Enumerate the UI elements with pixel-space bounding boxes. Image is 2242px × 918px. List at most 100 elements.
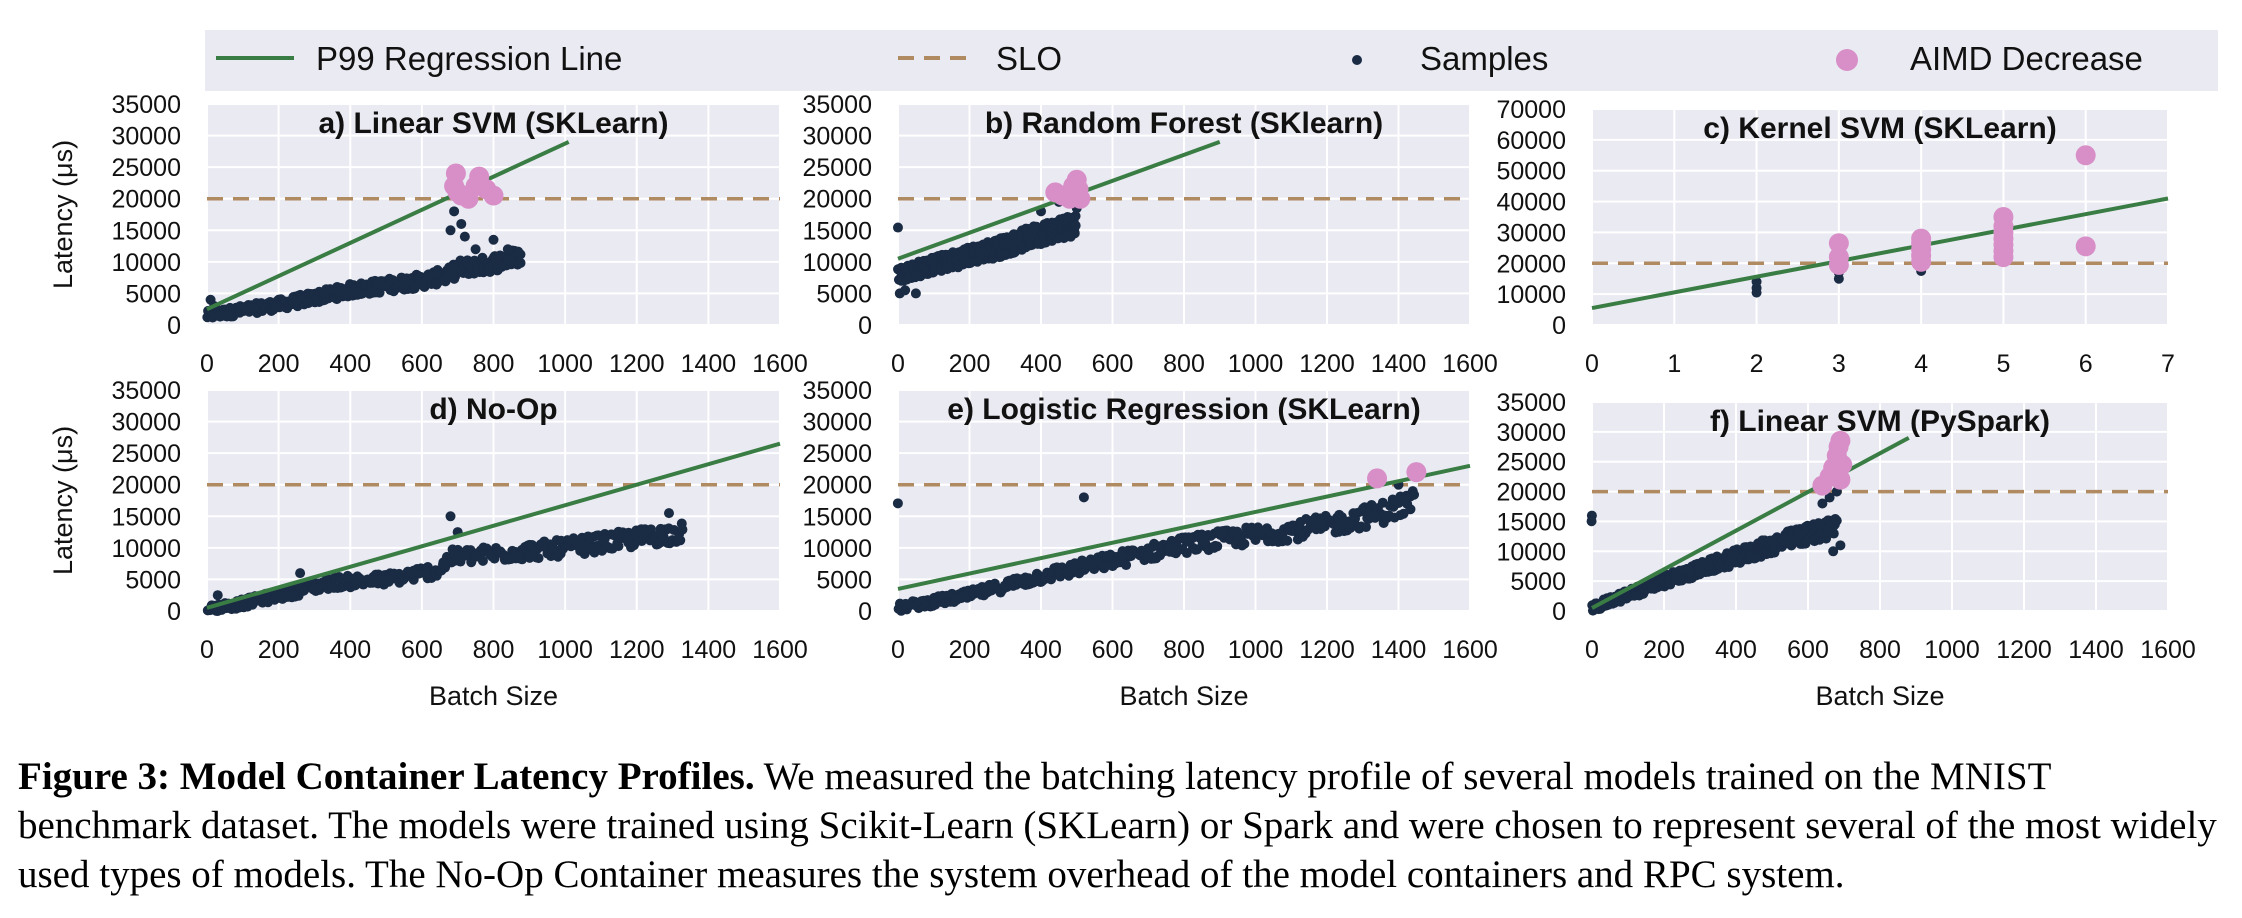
sample-point bbox=[515, 249, 526, 260]
legend: P99 Regression Line SLO Samples AIMD Dec… bbox=[205, 30, 2218, 91]
x-tick-label: 1200 bbox=[1996, 636, 2052, 664]
panel-title: a) Linear SVM (SKLearn) bbox=[318, 107, 668, 140]
x-tick-label: 800 bbox=[473, 350, 515, 378]
y-tick-label: 30000 bbox=[802, 409, 872, 437]
sample-point bbox=[533, 553, 544, 564]
sample-point bbox=[1064, 212, 1075, 223]
sample-point bbox=[488, 234, 499, 245]
y-tick-label: 30000 bbox=[111, 409, 181, 437]
panel-title: c) Kernel SVM (SKLearn) bbox=[1703, 112, 2056, 145]
panel-title: e) Logistic Regression (SKLearn) bbox=[947, 393, 1420, 426]
y-axis-label: Latency (μs) bbox=[48, 140, 78, 289]
x-tick-label: 1400 bbox=[1371, 350, 1427, 378]
aimd-point bbox=[1828, 233, 1849, 254]
y-tick-label: 10000 bbox=[802, 535, 872, 563]
figure-canvas: P99 Regression Line SLO Samples AIMD Dec… bbox=[48, 30, 2218, 711]
sample-point bbox=[1070, 220, 1081, 231]
x-tick-label: 400 bbox=[329, 636, 371, 664]
figure-caption: Figure 3: Model Container Latency Profil… bbox=[18, 752, 2233, 899]
aimd-point bbox=[1832, 454, 1853, 475]
x-tick-label: 1000 bbox=[1228, 636, 1284, 664]
sample-point bbox=[663, 508, 674, 519]
x-tick-label: 200 bbox=[258, 636, 300, 664]
sample-point bbox=[1212, 541, 1223, 552]
y-tick-label: 25000 bbox=[111, 440, 181, 468]
panel-title: f) Linear SVM (PySpark) bbox=[1710, 405, 2050, 438]
x-tick-label: 0 bbox=[891, 636, 905, 664]
y-tick-label: 30000 bbox=[1496, 219, 1566, 247]
x-tick-label: 1200 bbox=[609, 350, 665, 378]
aimd-point bbox=[1828, 247, 1849, 268]
x-tick-label: 1000 bbox=[537, 350, 593, 378]
y-tick-label: 10000 bbox=[802, 249, 872, 277]
sample-point bbox=[445, 225, 456, 236]
sample-point bbox=[892, 222, 903, 233]
y-tick-label: 10000 bbox=[111, 535, 181, 563]
panel-title: b) Random Forest (SKlearn) bbox=[985, 107, 1383, 140]
y-tick-label: 0 bbox=[1552, 312, 1566, 340]
panel-a: 0 5000 10000 15000 20000 25000 30000 35000 0 200 4… bbox=[48, 91, 808, 378]
regression-line bbox=[206, 441, 781, 610]
y-tick-label: 5000 bbox=[125, 280, 181, 308]
x-tick-label: 7 bbox=[2161, 350, 2175, 378]
x-tick-label: 1200 bbox=[1299, 350, 1355, 378]
regression-line bbox=[1591, 436, 1910, 610]
y-tick-label: 10000 bbox=[111, 249, 181, 277]
aimd-point bbox=[1911, 228, 1932, 249]
x-axis-label: Batch Size bbox=[1815, 681, 1944, 711]
x-tick-label: 1600 bbox=[752, 636, 808, 664]
x-tick-label: 0 bbox=[891, 350, 905, 378]
sample-point bbox=[1121, 560, 1132, 571]
y-tick-label: 0 bbox=[167, 312, 181, 340]
sample-point bbox=[910, 288, 921, 299]
x-tick-label: 400 bbox=[329, 350, 371, 378]
aimd-point bbox=[445, 163, 466, 184]
sample-point bbox=[477, 555, 488, 566]
y-tick-label: 20000 bbox=[1496, 250, 1566, 278]
aimd-series bbox=[444, 163, 504, 209]
caption-text: We measured the batching latency profile… bbox=[18, 755, 2217, 896]
x-tick-label: 5 bbox=[1996, 350, 2010, 378]
y-tick-label: 15000 bbox=[802, 217, 872, 245]
x-tick-label: 0 bbox=[1585, 350, 1599, 378]
y-tick-label: 10000 bbox=[1496, 281, 1566, 309]
x-axis-label: Batch Size bbox=[429, 681, 558, 711]
x-tick-label: 400 bbox=[1715, 636, 1757, 664]
sample-point bbox=[449, 206, 460, 217]
sample-point bbox=[675, 535, 686, 546]
sample-point bbox=[1831, 515, 1842, 526]
aimd-series bbox=[1828, 145, 2096, 275]
x-tick-label: 800 bbox=[1163, 350, 1205, 378]
x-tick-label: 1000 bbox=[1228, 350, 1284, 378]
aimd-series bbox=[1045, 169, 1091, 209]
x-tick-label: 200 bbox=[949, 636, 991, 664]
x-tick-label: 1400 bbox=[681, 636, 737, 664]
x-tick-label: 400 bbox=[1020, 350, 1062, 378]
x-tick-label: 800 bbox=[473, 636, 515, 664]
y-tick-label: 35000 bbox=[111, 91, 181, 119]
y-tick-label: 35000 bbox=[802, 91, 872, 119]
x-tick-label: 400 bbox=[1020, 636, 1062, 664]
y-tick-label: 15000 bbox=[1496, 508, 1566, 536]
x-tick-label: 600 bbox=[401, 350, 443, 378]
x-tick-label: 0 bbox=[200, 636, 214, 664]
aimd-point bbox=[2075, 236, 2096, 257]
y-tick-label: 0 bbox=[858, 598, 872, 626]
caption-label: Figure 3: Model Container Latency Profil… bbox=[18, 755, 755, 798]
y-tick-label: 70000 bbox=[1496, 96, 1566, 124]
regression-line bbox=[1591, 196, 2169, 310]
x-tick-label: 0 bbox=[200, 350, 214, 378]
x-tick-label: 200 bbox=[1643, 636, 1685, 664]
y-tick-label: 15000 bbox=[802, 503, 872, 531]
aimd-point bbox=[1993, 207, 2014, 227]
aimd-point bbox=[1830, 430, 1851, 451]
sample-point bbox=[629, 540, 640, 551]
aimd-series bbox=[1812, 430, 1853, 496]
y-tick-label: 10000 bbox=[1496, 538, 1566, 566]
x-tick-label: 1 bbox=[1667, 350, 1681, 378]
sample-point bbox=[1078, 492, 1089, 503]
y-tick-label: 0 bbox=[167, 598, 181, 626]
y-tick-label: 30000 bbox=[802, 123, 872, 151]
sample-point bbox=[502, 244, 513, 255]
y-tick-label: 25000 bbox=[802, 154, 872, 182]
